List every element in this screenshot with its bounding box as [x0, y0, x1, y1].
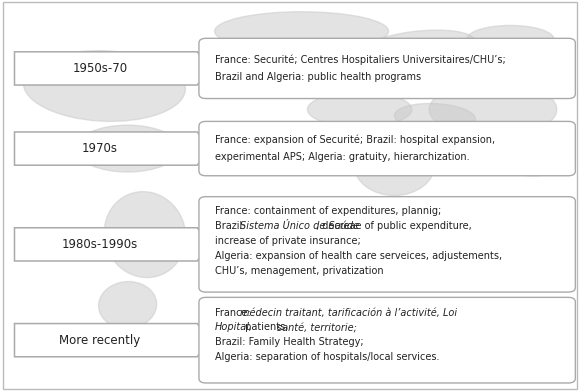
Text: 1980s-1990s: 1980s-1990s [62, 238, 138, 251]
Text: increase of private insurance;: increase of private insurance; [215, 236, 360, 246]
Polygon shape [14, 52, 211, 85]
Text: Hopital,: Hopital, [215, 323, 253, 332]
Ellipse shape [215, 12, 389, 51]
Text: France:: France: [215, 308, 253, 317]
Text: Algeria: expansion of health care serveices, adjustements,: Algeria: expansion of health care servei… [215, 251, 502, 261]
Text: CHU’s, menagement, privatization: CHU’s, menagement, privatization [215, 265, 383, 276]
Text: Algeria: separation of hospitals/local services.: Algeria: separation of hospitals/local s… [215, 352, 439, 362]
Ellipse shape [394, 104, 476, 131]
Text: France: containment of expenditures, plannig;: France: containment of expenditures, pla… [215, 206, 441, 216]
Text: patients,: patients, [242, 323, 292, 332]
Text: experimental APS; Algeria: gratuity, hierarchization.: experimental APS; Algeria: gratuity, hie… [215, 152, 469, 162]
Ellipse shape [360, 30, 475, 64]
Polygon shape [14, 132, 211, 165]
Text: France: Securité; Centres Hospitaliers Universitaires/CHU’s;: France: Securité; Centres Hospitaliers U… [215, 55, 505, 65]
Ellipse shape [389, 199, 447, 239]
Text: 1970s: 1970s [82, 142, 118, 155]
Text: France: expansion of Securité; Brazil: hospital expansion,: France: expansion of Securité; Brazil: h… [215, 135, 495, 145]
FancyBboxPatch shape [199, 121, 575, 176]
Polygon shape [14, 228, 211, 261]
Polygon shape [14, 324, 211, 357]
Text: Brazil: Family Health Strategy;: Brazil: Family Health Strategy; [215, 337, 363, 347]
Text: , decreae of public expenditure,: , decreae of public expenditure, [316, 221, 472, 231]
Text: médecin traitant, tarificación à l’activité, Loi: médecin traitant, tarificación à l’activ… [240, 308, 456, 317]
Text: santé, territorie;: santé, territorie; [277, 323, 357, 332]
Ellipse shape [429, 82, 557, 137]
Ellipse shape [493, 137, 574, 176]
Text: Sistema Único de Saúde: Sistema Único de Saúde [240, 221, 358, 231]
Ellipse shape [99, 282, 157, 328]
Ellipse shape [354, 133, 435, 196]
Text: Brazil:: Brazil: [215, 221, 248, 231]
Text: 1950s-70: 1950s-70 [72, 62, 128, 75]
FancyBboxPatch shape [199, 197, 575, 292]
Ellipse shape [75, 125, 180, 172]
FancyBboxPatch shape [199, 38, 575, 99]
FancyBboxPatch shape [199, 297, 575, 383]
Ellipse shape [487, 199, 557, 231]
Ellipse shape [104, 192, 186, 278]
Ellipse shape [307, 92, 412, 127]
Text: Brazil and Algeria: public health programs: Brazil and Algeria: public health progra… [215, 72, 420, 82]
Text: More recently: More recently [59, 334, 141, 347]
Ellipse shape [23, 51, 186, 121]
Ellipse shape [467, 25, 554, 53]
